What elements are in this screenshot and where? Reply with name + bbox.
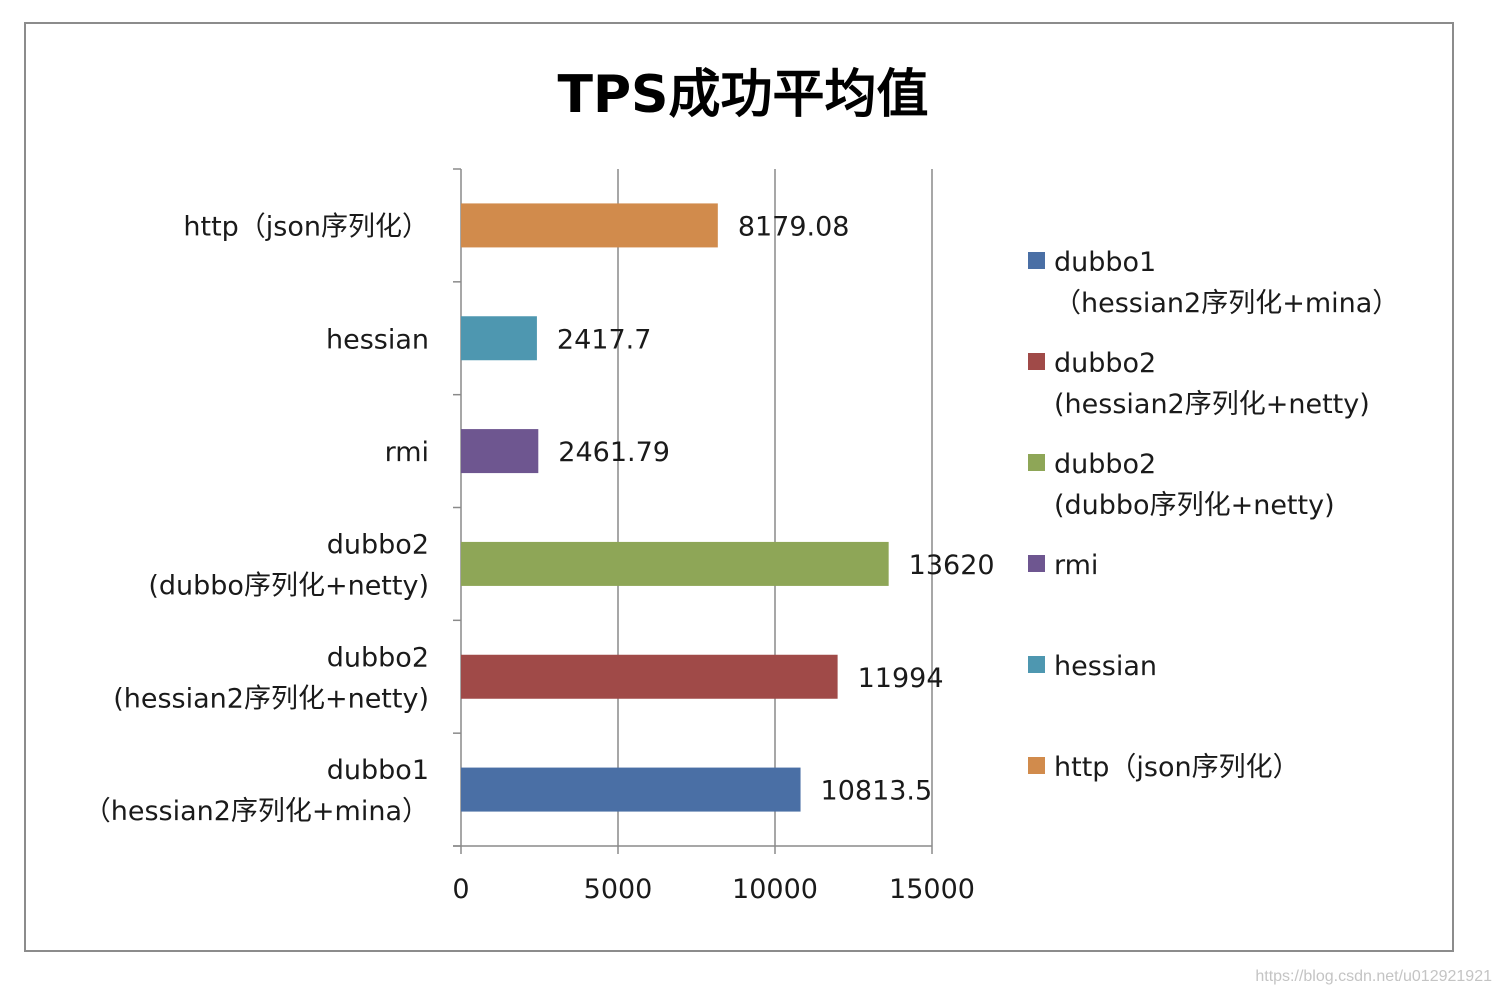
data-label: 10813.5 bbox=[821, 776, 933, 807]
x-tick-label: 0 bbox=[452, 874, 469, 905]
category-label-line: dubbo1 bbox=[327, 755, 429, 786]
x-tick-label: 15000 bbox=[889, 874, 975, 905]
bar-chart: TPS成功平均值 0 5000 10000 15000 10813.5 dubbo1 （he… bbox=[84, 65, 1400, 905]
legend-swatch bbox=[1028, 656, 1045, 673]
category-label-line: hessian bbox=[326, 324, 429, 355]
legend-label: hessian bbox=[1054, 651, 1157, 682]
data-label: 2461.79 bbox=[558, 437, 670, 468]
category-label-line: (hessian2序列化+netty) bbox=[113, 683, 429, 714]
category-label: dubbo2 (dubbo序列化+netty) bbox=[148, 529, 429, 601]
data-label: 13620 bbox=[909, 550, 995, 581]
legend-label: dubbo1 （hessian2序列化+mina） bbox=[1054, 247, 1399, 319]
legend-label: http（json序列化） bbox=[1054, 752, 1300, 783]
labels: 0 5000 10000 15000 10813.5 dubbo1 （hessian2序列化… bbox=[84, 211, 995, 905]
x-tick-label: 5000 bbox=[584, 874, 653, 905]
legend-swatch bbox=[1028, 353, 1045, 370]
legend-swatch bbox=[1028, 252, 1045, 269]
category-label-line: （hessian2序列化+mina） bbox=[84, 796, 429, 827]
legend-label: rmi bbox=[1054, 550, 1098, 581]
category-label-line: http（json序列化） bbox=[183, 211, 429, 242]
category-label: hessian bbox=[326, 324, 429, 355]
category-label-line: dubbo2 bbox=[327, 642, 429, 673]
category-label: rmi bbox=[385, 437, 429, 468]
x-tick-label: 10000 bbox=[732, 874, 818, 905]
category-label: dubbo2 (hessian2序列化+netty) bbox=[113, 642, 429, 714]
legend-label-line: hessian bbox=[1054, 651, 1157, 682]
data-label: 2417.7 bbox=[557, 324, 651, 355]
legend-label-line: http（json序列化） bbox=[1054, 752, 1300, 783]
legend-label: dubbo2 (hessian2序列化+netty) bbox=[1054, 348, 1370, 420]
category-label-line: rmi bbox=[385, 437, 429, 468]
bar bbox=[461, 767, 801, 812]
bar bbox=[461, 429, 539, 474]
bar bbox=[461, 541, 889, 586]
category-label-line: dubbo2 bbox=[327, 529, 429, 560]
gridlines bbox=[617, 169, 933, 846]
category-label: dubbo1 （hessian2序列化+mina） bbox=[84, 755, 429, 827]
legend-label: dubbo2 (dubbo序列化+netty) bbox=[1054, 449, 1335, 521]
chart-frame: TPS成功平均值 0 5000 10000 15000 10813.5 dubbo1 （he… bbox=[24, 22, 1454, 952]
category-label-line: (dubbo序列化+netty) bbox=[148, 570, 429, 601]
chart-title: TPS成功平均值 bbox=[557, 65, 928, 125]
legend-swatch bbox=[1028, 555, 1045, 572]
legend-label-line: (dubbo序列化+netty) bbox=[1054, 490, 1335, 521]
legend-label-line: dubbo2 bbox=[1054, 348, 1156, 379]
legend-swatch bbox=[1028, 454, 1045, 471]
legend-label-line: （hessian2序列化+mina） bbox=[1054, 288, 1399, 319]
legend-label-line: dubbo1 bbox=[1054, 247, 1156, 278]
legend: dubbo1 （hessian2序列化+mina） dubbo2 (hessian2序… bbox=[1028, 247, 1399, 783]
data-label: 11994 bbox=[858, 663, 944, 694]
data-label: 8179.08 bbox=[738, 211, 850, 242]
bar bbox=[461, 654, 838, 699]
bar bbox=[461, 316, 537, 361]
legend-swatch bbox=[1028, 757, 1045, 774]
category-label: http（json序列化） bbox=[183, 211, 429, 242]
legend-label-line: dubbo2 bbox=[1054, 449, 1156, 480]
bar bbox=[461, 203, 718, 248]
axes bbox=[453, 168, 933, 854]
bars bbox=[461, 203, 889, 812]
watermark-text: https://blog.csdn.net/u012921921 bbox=[1255, 968, 1492, 985]
legend-label-line: (hessian2序列化+netty) bbox=[1054, 389, 1370, 420]
legend-label-line: rmi bbox=[1054, 550, 1098, 581]
